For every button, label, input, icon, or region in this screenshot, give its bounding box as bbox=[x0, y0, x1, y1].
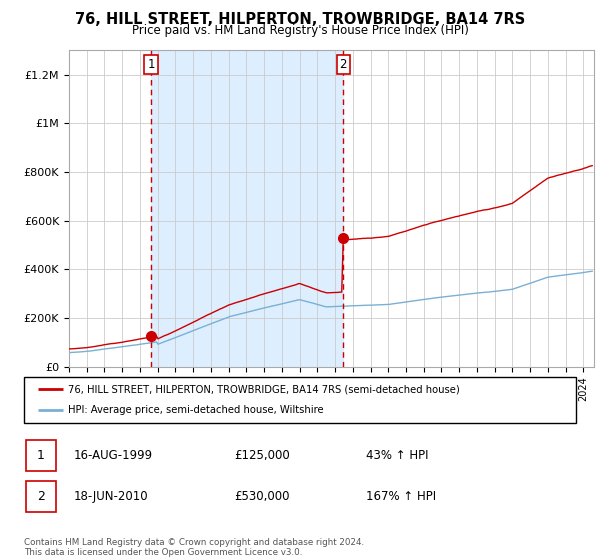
Text: 167% ↑ HPI: 167% ↑ HPI bbox=[366, 490, 436, 503]
Text: 2: 2 bbox=[37, 490, 45, 503]
Text: 1: 1 bbox=[147, 58, 155, 71]
Text: 76, HILL STREET, HILPERTON, TROWBRIDGE, BA14 7RS: 76, HILL STREET, HILPERTON, TROWBRIDGE, … bbox=[75, 12, 525, 27]
Text: 16-AUG-1999: 16-AUG-1999 bbox=[74, 449, 153, 462]
Text: 43% ↑ HPI: 43% ↑ HPI bbox=[366, 449, 429, 462]
Text: 1: 1 bbox=[37, 449, 45, 462]
Bar bbox=[26, 481, 56, 512]
Text: 76, HILL STREET, HILPERTON, TROWBRIDGE, BA14 7RS (semi-detached house): 76, HILL STREET, HILPERTON, TROWBRIDGE, … bbox=[68, 384, 460, 394]
Text: 2: 2 bbox=[340, 58, 347, 71]
Text: 18-JUN-2010: 18-JUN-2010 bbox=[74, 490, 148, 503]
Bar bbox=[151, 50, 343, 367]
Text: Contains HM Land Registry data © Crown copyright and database right 2024.
This d: Contains HM Land Registry data © Crown c… bbox=[24, 538, 364, 557]
Bar bbox=[26, 440, 56, 472]
Text: £530,000: £530,000 bbox=[234, 490, 289, 503]
Text: £125,000: £125,000 bbox=[234, 449, 290, 462]
Text: Price paid vs. HM Land Registry's House Price Index (HPI): Price paid vs. HM Land Registry's House … bbox=[131, 24, 469, 37]
Text: HPI: Average price, semi-detached house, Wiltshire: HPI: Average price, semi-detached house,… bbox=[68, 405, 324, 416]
